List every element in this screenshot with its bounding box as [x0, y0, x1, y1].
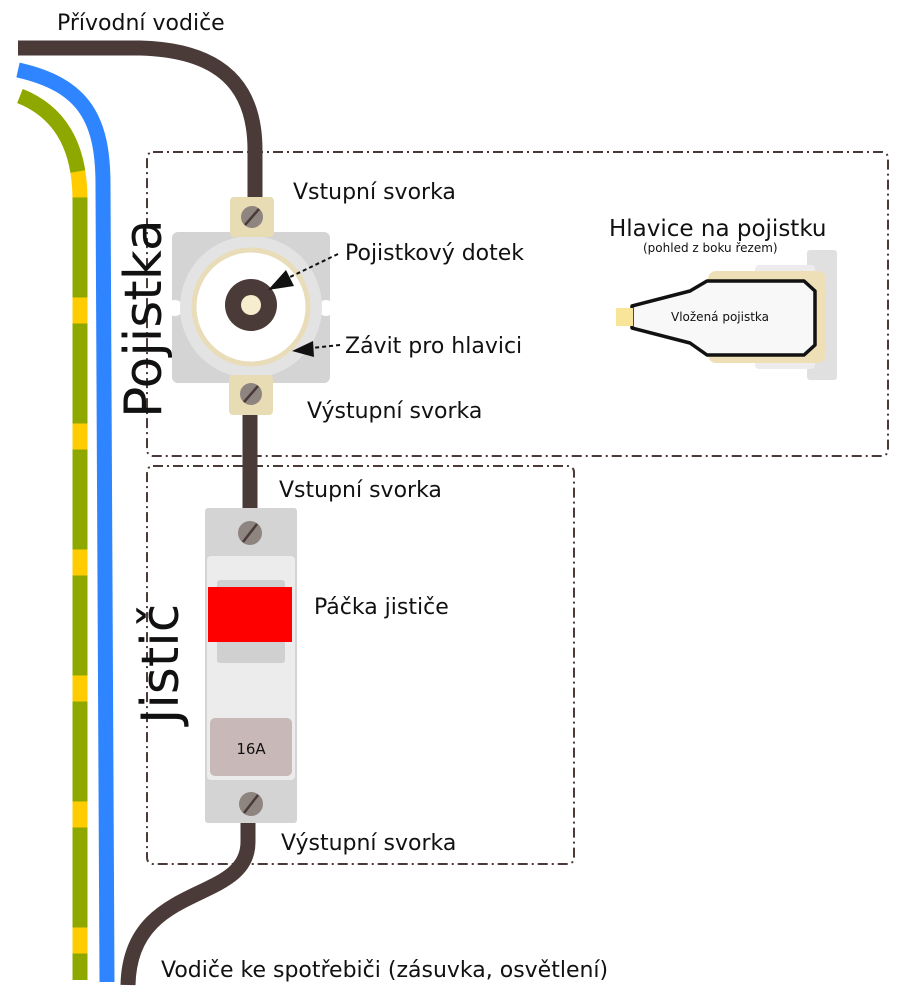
phase-wire-supply	[18, 40, 263, 205]
breaker-section-title: Jistič	[131, 604, 191, 727]
breaker-rating-label: 16A	[236, 740, 266, 758]
breaker-input-label: Vstupní svorka	[279, 478, 442, 503]
fuse-input-terminal	[230, 197, 274, 237]
inserted-fuse-label: Vložená pojistka	[671, 310, 769, 324]
circuit-breaker	[205, 508, 297, 823]
fuse-cap-illustration	[616, 250, 837, 380]
fuse-input-label: Vstupní svorka	[293, 180, 456, 205]
fuse-thread-arrow	[292, 341, 341, 357]
breaker-section-frame	[146, 465, 575, 865]
fuse-contact-label: Pojistkový dotek	[345, 241, 524, 266]
fuse-output-terminal	[229, 375, 273, 415]
fuse-cap-subtitle: (pohled z boku řezem)	[643, 241, 778, 255]
fuse-output-label: Výstupní svorka	[307, 399, 482, 424]
breaker-output-label: Výstupní svorka	[281, 831, 456, 856]
fuse-section-frame	[146, 151, 889, 457]
fuse-section-title: Pojistka	[114, 219, 174, 418]
earth-wire	[17, 89, 88, 980]
inserted-fuse-tip	[616, 308, 633, 326]
fuse-contact-arrow	[268, 253, 339, 290]
breaker-rating-plate	[210, 718, 292, 776]
neutral-wire	[16, 62, 115, 983]
phase-wire-load	[120, 822, 256, 986]
supply-wires-label: Přívodní vodiče	[57, 11, 225, 36]
breaker-output-screw	[239, 792, 263, 816]
load-wires-label: Vodiče ke spotřebiči (zásuvka, osvětlení…	[161, 958, 608, 983]
fuse-thread-label: Závit pro hlavici	[345, 334, 522, 359]
inserted-fuse-body	[630, 279, 817, 357]
fuse-cap-title: Hlavice na pojistku	[609, 216, 827, 242]
breaker-input-screw	[238, 521, 262, 545]
breaker-lever-label: Páčka jističe	[314, 595, 449, 620]
fuse-base	[167, 232, 334, 383]
